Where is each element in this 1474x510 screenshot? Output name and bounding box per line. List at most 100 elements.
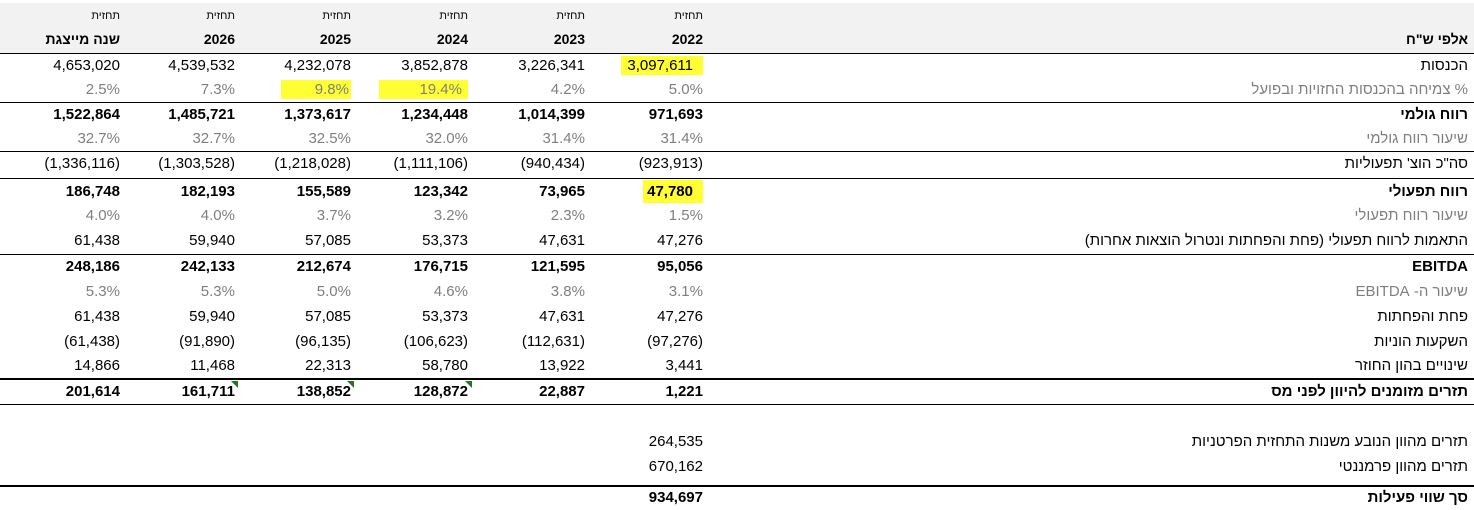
cell: 201,614 (65, 383, 120, 400)
cell: 58,780 (422, 357, 468, 374)
cell: 4.2% (550, 81, 585, 98)
cell: (97,276) (647, 333, 703, 350)
row-ebitda-margin: 5.3% 5.3% 5.0% 4.6% 3.8% 3.1% שיעור ה- E… (0, 280, 1474, 304)
cell: 4.0% (85, 207, 120, 224)
row-label: רווח תפעולי (1388, 183, 1468, 200)
cell: 22,887 (539, 383, 585, 400)
cell: 3.7% (316, 207, 351, 224)
comment-marker-icon[interactable] (231, 381, 238, 388)
col-4-forecast-label: תחזית (556, 10, 585, 22)
row-depreciation: 61,438 59,940 57,085 53,373 47,631 47,27… (0, 305, 1474, 329)
row-operating-expenses: (1,336,116) (1,303,528) (1,218,028) (1,1… (0, 152, 1474, 176)
row-terminal-value: 670,162 תזרים מהוון פרמננטי (0, 455, 1474, 479)
cell: 123,342 (413, 183, 468, 200)
col-4-header: 2023 (553, 31, 585, 47)
cell: 1,221 (665, 383, 703, 400)
row-gross-profit: 1,522,864 1,485,721 1,373,617 1,234,448 … (0, 103, 1474, 127)
cell: 4.6% (433, 283, 468, 300)
row-adjustments: 61,438 59,940 57,085 53,373 47,631 47,27… (0, 229, 1474, 253)
cell: 1,522,864 (53, 106, 120, 123)
cell: 11,468 (190, 357, 235, 374)
cell: 1,234,448 (401, 106, 468, 123)
cell: 212,674 (296, 258, 351, 275)
cell-highlighted: 9.8% (251, 78, 351, 102)
header-rule (0, 53, 1474, 54)
cell: 3.2% (433, 207, 468, 224)
cell: 971,693 (648, 106, 703, 123)
cell: 47,631 (539, 232, 585, 249)
cell: 59,940 (189, 232, 235, 249)
row-label: הכנסות (1420, 57, 1468, 74)
row-label: שינויים בהון החוזר (1355, 357, 1468, 374)
cell: 264,535 (648, 433, 703, 450)
cell: 1.5% (668, 207, 703, 224)
row-label: השקעות הוניות (1374, 333, 1468, 350)
cell: 670,162 (648, 458, 703, 475)
highlight-mark: 47,780 (643, 180, 703, 203)
row-cash-flow: 201,614 161,711 138,852 128,872 22,887 1… (0, 380, 1474, 404)
cell: 155,589 (296, 183, 351, 200)
col-5-header: 2022 (671, 31, 703, 47)
cell: 1,373,617 (284, 106, 351, 123)
cell: (91,890) (179, 333, 235, 350)
cell: 32.7% (77, 130, 120, 147)
header-band (0, 3, 1474, 53)
section-rule (0, 102, 1474, 103)
row-label: סך שווי פעילות (1367, 489, 1468, 506)
cell: 32.7% (192, 130, 235, 147)
cell: 248,186 (65, 258, 120, 275)
cell: 95,056 (657, 258, 703, 275)
row-label: EBITDA (1412, 258, 1468, 275)
cell: 3.8% (550, 283, 585, 300)
row-label: תזרים מהוון פרמננטי (1338, 458, 1468, 475)
cell: 4.0% (200, 207, 235, 224)
row-gross-margin: 32.7% 32.7% 32.5% 32.0% 31.4% 31.4% שיעו… (0, 127, 1474, 151)
cell: 182,193 (180, 183, 235, 200)
row-discounted-forecast: 264,535 תזרים מהוון הנובע משנות התחזית ה… (0, 430, 1474, 454)
row-growth: 2.5% 7.3% 9.8% 19.4% 4.2% 5.0% % צמיחה ב… (0, 78, 1474, 102)
cell: 138,852 (296, 383, 351, 400)
cell: 2.3% (550, 207, 585, 224)
cell: 32.5% (308, 130, 351, 147)
col-2-header: 2025 (319, 31, 351, 47)
cell: (1,111,106) (393, 155, 469, 172)
row-label: סה"כ הוצ' תפעוליות (1344, 155, 1468, 172)
cell: 1,014,399 (518, 106, 585, 123)
section-rule (0, 378, 1474, 380)
cell: 53,373 (422, 232, 468, 249)
row-label: שיעור רווח גולמי (1366, 130, 1468, 147)
row-label: % צמיחה בהכנסות החזויות ובפועל (1251, 81, 1468, 98)
cell: 4,232,078 (284, 57, 351, 74)
cell: (1,336,116) (44, 155, 120, 172)
row-revenue: 4,653,020 4,539,532 4,232,078 3,852,878 … (0, 54, 1474, 78)
cell: 3,852,878 (401, 57, 468, 74)
cell: 5.0% (316, 283, 351, 300)
highlight-mark: 9.8% (280, 80, 351, 99)
cell: 14,866 (74, 357, 120, 374)
cell: (1,218,028) (274, 155, 351, 172)
col-3-header: 2024 (436, 31, 468, 47)
cell: 4,539,532 (168, 57, 235, 74)
cell: 242,133 (180, 258, 235, 275)
cell: 128,872 (413, 383, 468, 400)
cell: 5.0% (668, 81, 703, 98)
row-label: התאמות לרווח תפעולי (פחת והפחתות ונטרול … (1084, 232, 1468, 249)
cell: 3.1% (668, 283, 703, 300)
row-label: תזרים מהוון הנובע משנות התחזית הפרטניות (1191, 433, 1468, 450)
cell: 161,711 (181, 383, 235, 400)
cell: (61,438) (64, 333, 120, 350)
cell: 61,438 (74, 232, 120, 249)
comment-marker-icon[interactable] (465, 381, 472, 388)
cell-highlighted: 3,097,611 (603, 54, 703, 78)
row-label: שיעור רווח תפעולי (1354, 207, 1468, 224)
cell: 57,085 (305, 308, 351, 325)
cell: 3,441 (665, 357, 703, 374)
cell-highlighted: 47,780 (603, 180, 703, 204)
cell: 934,697 (648, 489, 703, 506)
cell: 3,226,341 (518, 57, 585, 74)
cell: 53,373 (422, 308, 468, 325)
row-label: פחת והפחתות (1377, 308, 1468, 325)
comment-marker-icon[interactable] (347, 381, 354, 388)
cell: 73,965 (539, 183, 585, 200)
